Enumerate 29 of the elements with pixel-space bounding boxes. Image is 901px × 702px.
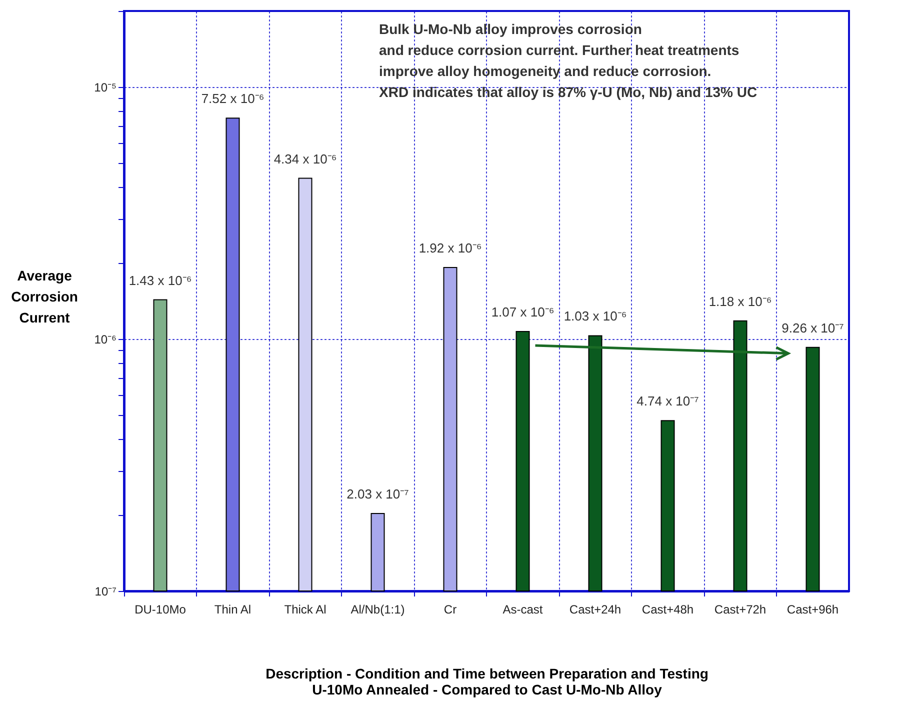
annotation: XRD indicates that alloy is 87% γ-U (Mo, Nb) and 13% UC <box>379 84 758 100</box>
data-label: 4.74 x 10⁻⁷ <box>636 394 700 409</box>
data-label: 1.07 x 10⁻⁶ <box>491 304 554 320</box>
x-tick-label: Thin Al <box>214 602 252 616</box>
data-label: 2.03 x 10⁻⁷ <box>346 486 410 502</box>
x-tick-label: Cast+48h <box>642 602 694 616</box>
y-tick-label: 10⁻⁵ <box>94 80 117 94</box>
x-tick-label: Thick Al <box>284 602 326 616</box>
data-label: 1.43 x 10⁻⁶ <box>128 272 192 288</box>
x-tick-label: As-cast <box>502 602 544 616</box>
x-tick-label: Cast+72h <box>714 602 766 616</box>
y-tick-label: 10⁻⁷ <box>94 584 116 598</box>
x-tick-label: DU-10Mo <box>134 602 186 616</box>
data-label: 4.34 x 10⁻⁶ <box>274 151 337 166</box>
y-tick-label: 10⁻⁶ <box>94 332 117 346</box>
data-label: 1.03 x 10⁻⁶ <box>564 308 627 324</box>
x-tick-label: Cast+96h <box>786 602 839 616</box>
annotation: and reduce corrosion current. Further heat treatments <box>379 42 740 58</box>
annotation: improve alloy homogeneity and reduce corrosion. <box>379 63 712 79</box>
data-label: 9.26 x 10⁻⁷ <box>782 320 844 336</box>
data-label: 1.18 x 10⁻⁶ <box>708 294 772 309</box>
y-axis-title: Average Corrosion Current <box>11 268 78 326</box>
data-label: 7.52 x 10⁻⁶ <box>201 91 264 106</box>
x-tick-label: Al/Nb(1:1) <box>350 602 405 616</box>
data-label: 1.92 x 10⁻⁶ <box>418 240 482 256</box>
x-tick-label: Cast+24h <box>569 602 622 616</box>
x-tick-label: Cr <box>444 602 457 616</box>
x-axis-title: Description - Condition and Time between Preparation and Testing U-10Mo Annealed - Compared to Cast U-Mo-Nb Alloy <box>266 666 708 698</box>
annotation: Bulk U-Mo-Nb alloy improves corrosion <box>379 21 642 37</box>
